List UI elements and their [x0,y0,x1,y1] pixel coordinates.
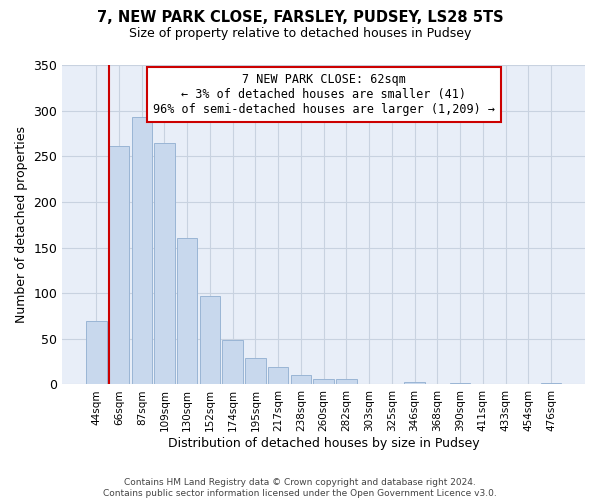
Bar [154,142,175,384]
Bar [268,367,289,384]
Bar [336,379,356,384]
Bar [245,358,266,384]
Text: 7, NEW PARK CLOSE, FARSLEY, PUDSEY, LS28 5TS: 7, NEW PARK CLOSE, FARSLEY, PUDSEY, LS28… [97,10,503,25]
Y-axis label: Number of detached properties: Number of detached properties [15,126,28,323]
Bar [109,146,129,384]
X-axis label: Distribution of detached houses by size in Pudsey: Distribution of detached houses by size … [168,437,479,450]
Bar [404,382,425,384]
Text: 7 NEW PARK CLOSE: 62sqm
← 3% of detached houses are smaller (41)
96% of semi-det: 7 NEW PARK CLOSE: 62sqm ← 3% of detached… [152,73,494,116]
Bar [131,117,152,384]
Bar [313,379,334,384]
Bar [86,320,107,384]
Text: Contains HM Land Registry data © Crown copyright and database right 2024.
Contai: Contains HM Land Registry data © Crown c… [103,478,497,498]
Bar [541,382,561,384]
Bar [290,376,311,384]
Bar [223,340,243,384]
Bar [450,382,470,384]
Bar [200,296,220,384]
Text: Size of property relative to detached houses in Pudsey: Size of property relative to detached ho… [129,28,471,40]
Bar [177,238,197,384]
